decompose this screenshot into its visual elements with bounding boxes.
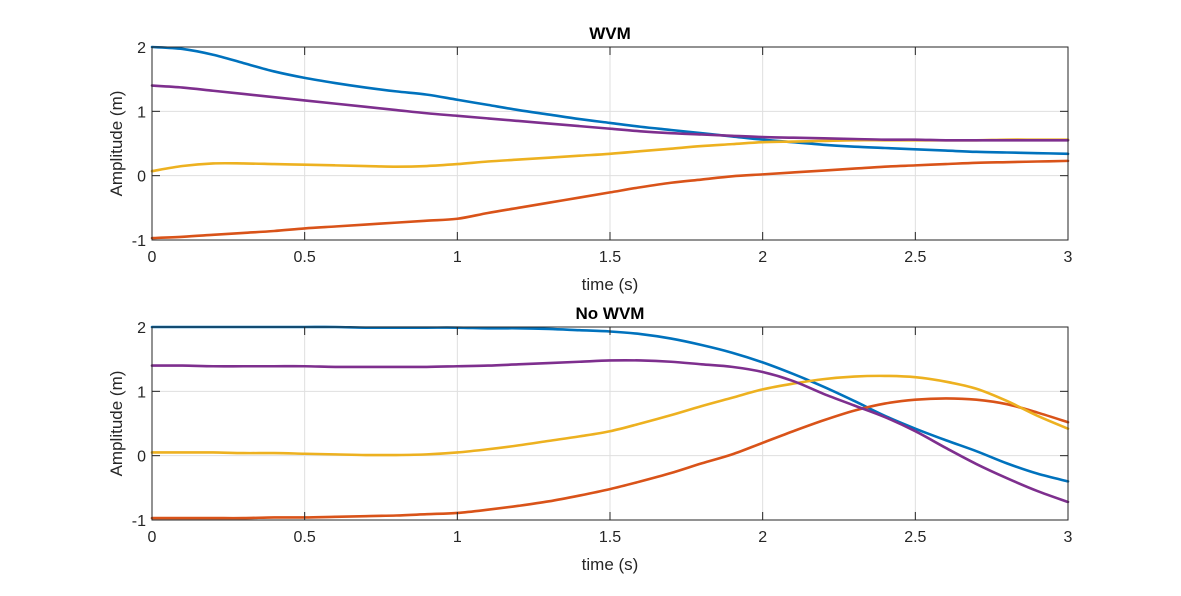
y-tick-label: -1 (132, 233, 146, 250)
x-tick-label: 2.5 (904, 249, 926, 266)
series-line-4 (150, 358, 1070, 504)
x-tick-label: 3 (1064, 529, 1073, 546)
series-line-1 (150, 45, 1070, 156)
series-line-3 (150, 374, 1070, 457)
y-tick-label: 2 (137, 40, 146, 57)
y-tick-label: 0 (137, 449, 146, 466)
y-tick-label: 2 (137, 320, 146, 337)
y-tick-label: -1 (132, 513, 146, 530)
chart-title: WVM (589, 24, 631, 43)
x-tick-label: 0 (148, 529, 157, 546)
x-tick-label: 2 (758, 249, 767, 266)
series-line-2 (150, 159, 1070, 240)
x-axis-label: time (s) (582, 275, 639, 294)
y-axis-label: Amplitude (m) (107, 91, 126, 197)
y-tick-label: 1 (137, 104, 146, 121)
x-tick-label: 3 (1064, 249, 1073, 266)
x-tick-label: 0.5 (294, 529, 316, 546)
x-tick-label: 1 (453, 529, 462, 546)
x-tick-label: 1.5 (599, 249, 621, 266)
x-tick-label: 0.5 (294, 249, 316, 266)
series-line-4 (150, 84, 1070, 142)
chart-title: No WVM (576, 304, 645, 323)
x-tick-label: 2.5 (904, 529, 926, 546)
x-tick-label: 2 (758, 529, 767, 546)
x-axis-label: time (s) (582, 555, 639, 574)
y-tick-label: 1 (137, 384, 146, 401)
y-tick-label: 0 (137, 169, 146, 186)
x-tick-label: 0 (148, 249, 157, 266)
x-tick-label: 1.5 (599, 529, 621, 546)
x-tick-label: 1 (453, 249, 462, 266)
y-axis-label: Amplitude (m) (107, 371, 126, 477)
